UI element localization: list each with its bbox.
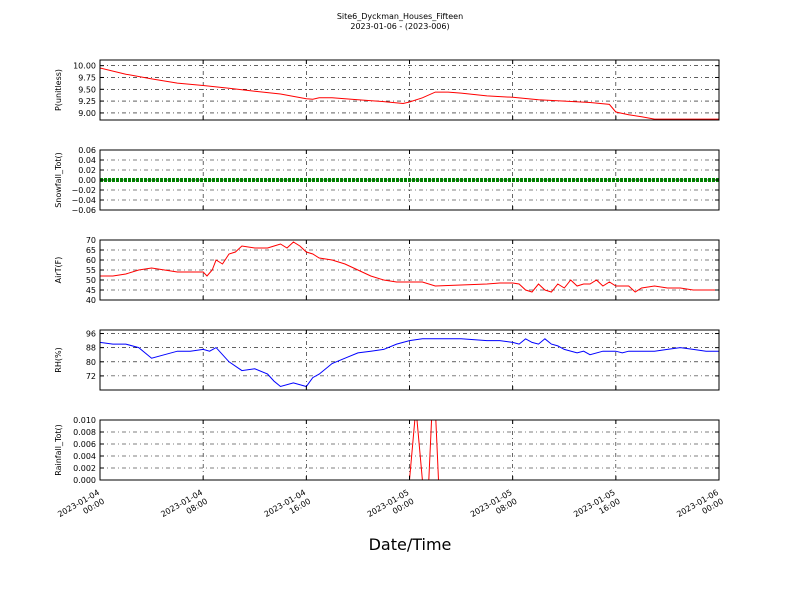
y-tick-label: 72 [86,372,96,381]
x-axis-label: Date/Time [369,535,452,554]
x-tick-label: 2023-01-0508:00 [469,488,519,528]
y-tick-label: 0.000 [73,476,96,485]
y-tick-label: 88 [86,344,96,353]
x-tick-label: 2023-01-0600:00 [675,488,725,528]
x-tick-labels: 2023-01-0400:00 2023-01-0408:00 2023-01-04… [56,488,725,528]
series-line-3 [100,338,719,388]
series-line-0 [100,67,719,120]
y-tick-label: 0.06 [78,146,96,155]
y-tick-label: 0.00 [78,176,96,185]
chart-subtitle: 2023-01-06 - (2023-006) [350,22,449,31]
y-tick-label: −0.04 [71,196,96,205]
y-tick-label: 9.75 [78,73,96,82]
y-tick-label: 0.010 [73,416,96,425]
y-tick-label: 96 [86,330,96,339]
x-tick-label: 2023-01-0400:00 [56,488,106,528]
x-tick-label: 2023-01-0408:00 [159,488,209,528]
x-tick-label: 2023-01-0416:00 [263,488,313,528]
y-tick-label: 0.004 [73,452,96,461]
panel-1: 0.060.040.020.00−0.02−0.04−0.06 Snowfall_… [54,146,720,215]
y-tick-label: 45 [86,286,96,295]
y-tick-label: −0.02 [71,186,96,195]
y-tick-label: 9.00 [78,109,96,118]
y-tick-label: 70 [86,236,96,245]
y-tick-label: 55 [86,266,96,275]
panels: 10.00 9.75 9.50 9.25 9.00 P(unitless) 0.060.04… [54,59,720,485]
series-line-4 [100,420,719,480]
y-tick-label: 60 [86,256,96,265]
panel-0: 10.00 9.75 9.50 9.25 9.00 P(unitless) [54,59,720,121]
y-tick-label: 0.04 [78,156,96,165]
panel-4: 0.010 0.008 0.006 0.004 0.002 0.000 Rainfall_T… [54,416,720,485]
panel-3: 96 88 80 72 RH(%) [54,329,720,391]
y-tick-label: 50 [86,276,96,285]
y-tick-label: 9.50 [78,85,96,94]
y-tick-label: 10.00 [73,62,96,71]
y-tick-label: 0.02 [78,166,96,175]
series-line-2 [100,241,719,293]
y-tick-label: 0.008 [73,428,96,437]
y-axis-label: RH(%) [54,347,63,372]
y-tick-label: 9.25 [78,97,96,106]
y-tick-label: 40 [86,296,96,305]
y-tick-label: 0.006 [73,440,96,449]
y-axis-label: P(unitless) [54,69,63,111]
y-axis-label: Rainfall_Tot() [54,424,63,476]
y-tick-label: 65 [86,246,96,255]
x-tick-label: 2023-01-0516:00 [572,488,622,528]
y-tick-label: −0.06 [71,206,96,215]
chart-title: Site6_Dyckman_Houses_Fifteen [337,12,463,21]
y-tick-label: 80 [86,358,96,367]
y-axis-label: Snowfall_Tot() [54,152,63,208]
y-axis-label: AirT(F) [54,257,63,284]
x-tick-label: 2023-01-0500:00 [366,488,416,528]
y-tick-label: 0.002 [73,464,96,473]
